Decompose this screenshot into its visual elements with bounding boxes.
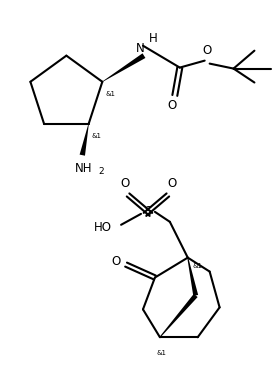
Polygon shape	[187, 258, 198, 296]
Text: N: N	[136, 42, 144, 55]
Polygon shape	[80, 124, 89, 156]
Text: NH: NH	[75, 162, 93, 175]
Text: O: O	[167, 176, 176, 189]
Text: &1: &1	[157, 350, 167, 356]
Polygon shape	[102, 53, 145, 82]
Text: HO: HO	[94, 221, 112, 234]
Text: &1: &1	[193, 263, 203, 269]
Text: H: H	[149, 32, 158, 45]
Text: O: O	[112, 255, 121, 268]
Text: O: O	[121, 176, 130, 189]
Text: O: O	[167, 99, 176, 112]
Text: O: O	[202, 44, 211, 57]
Text: &1: &1	[105, 91, 115, 97]
Text: 2: 2	[98, 166, 104, 176]
Text: &1: &1	[92, 133, 102, 139]
Polygon shape	[160, 294, 198, 337]
Text: S: S	[144, 205, 152, 218]
